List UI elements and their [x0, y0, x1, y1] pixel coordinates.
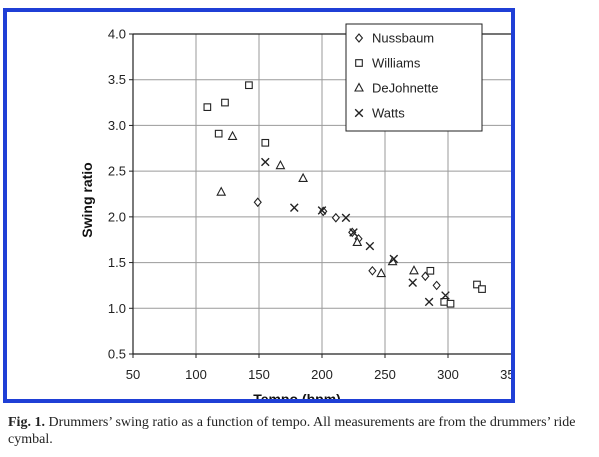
watts-point [441, 291, 450, 300]
caption-text: Drummers’ swing ratio as a function of t… [8, 415, 576, 447]
nussbaum-point [331, 212, 340, 223]
legend-label-watts: Watts [372, 106, 405, 121]
scatter-chart: 0.5 1.0 1.5 2.0 2.5 3.0 3.5 4.0 50 100 150 200 250 30… [79, 23, 511, 399]
figure-frame: 0.5 1.0 1.5 2.0 2.5 3.0 3.5 4.0 50 100 150 200 250 30… [3, 8, 515, 403]
x-tick-label: 350 [500, 367, 511, 382]
dejohnette-point [376, 267, 387, 278]
caption-label: Fig. 1. [8, 415, 45, 430]
dejohnette-point [216, 186, 227, 196]
x-tick-label: 150 [248, 367, 270, 382]
nussbaum-point [432, 280, 441, 291]
watts-point [408, 278, 418, 287]
y-tick-label: 2.5 [108, 164, 126, 179]
watts-point [349, 228, 358, 237]
watts-point [289, 203, 299, 213]
y-axis-title: Swing ratio [79, 162, 95, 237]
nussbaum-point [368, 265, 377, 276]
y-tick-label: 2.0 [108, 209, 126, 224]
dejohnette-point [275, 159, 286, 170]
legend-label-williams: Williams [372, 56, 421, 71]
watts-point [341, 213, 351, 223]
williams-point [473, 280, 481, 289]
dejohnette-point [227, 130, 238, 140]
williams-point [245, 81, 253, 90]
dejohnette-point [352, 236, 363, 247]
williams-point [214, 129, 223, 138]
x-axis-title: Tempo (bpm) [253, 391, 341, 399]
dejohnette-point [409, 265, 419, 275]
y-tick-label: 3.0 [108, 118, 126, 133]
legend-marker-dejohnette [354, 82, 364, 92]
legend-marker-watts [354, 108, 364, 118]
x-tick-label: 250 [374, 367, 396, 382]
williams-point [203, 103, 212, 111]
y-tick-label: 3.5 [108, 72, 126, 87]
figure-caption: Fig. 1. Drummers’ swing ratio as a funct… [8, 414, 593, 448]
nussbaum-point [421, 271, 430, 282]
legend-box [345, 23, 483, 132]
legend-marker-williams [355, 59, 363, 67]
watts-point [365, 241, 375, 251]
watts-point [424, 297, 434, 307]
williams-point [478, 285, 486, 293]
dejohnette-point [298, 172, 309, 183]
y-tick-label: 1.5 [108, 255, 126, 270]
x-tick-label: 100 [185, 367, 207, 382]
y-tick-label: 4.0 [108, 27, 126, 42]
watts-point [317, 206, 327, 215]
williams-point [446, 299, 455, 308]
x-tick-label: 300 [437, 367, 459, 382]
williams-point [261, 138, 270, 147]
watts-point [261, 157, 270, 167]
williams-point [426, 266, 435, 275]
watts-point [389, 254, 399, 264]
legend-label-nussbaum: Nussbaum [372, 31, 434, 46]
x-tick-label: 200 [311, 367, 333, 382]
y-tick-label: 0.5 [108, 347, 126, 362]
y-tick-label: 1.0 [108, 301, 126, 316]
legend-marker-nussbaum [354, 33, 364, 43]
williams-point [221, 98, 229, 107]
williams-point [440, 298, 449, 306]
x-tick-label: 50 [126, 367, 140, 382]
nussbaum-point [253, 197, 262, 208]
legend-label-dejohnette: DeJohnette [372, 81, 439, 96]
